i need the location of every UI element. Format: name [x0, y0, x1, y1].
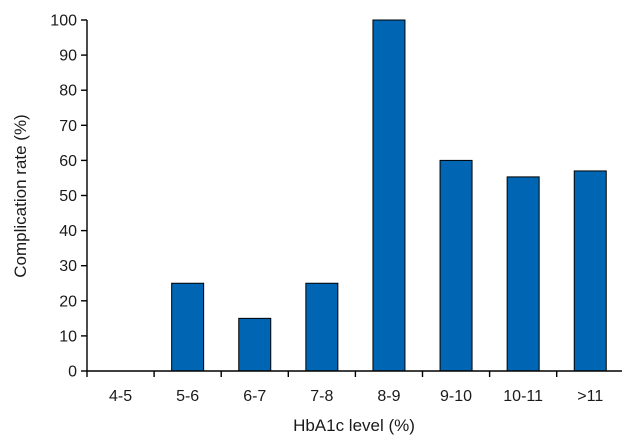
x-tick-label: 8-9	[377, 388, 400, 405]
y-tick-label: 100	[50, 13, 77, 30]
y-tick-label: 80	[59, 83, 77, 100]
x-tick-label: 6-7	[243, 388, 266, 405]
y-tick-label: 10	[59, 328, 77, 345]
bars-group	[171, 19, 607, 372]
y-tick-label: 90	[59, 48, 77, 65]
y-ticks-group: 0 10 20 30 40 50 60 70 80 90 100	[50, 13, 87, 381]
bar-6-7	[238, 317, 272, 372]
bar-8-9	[372, 19, 406, 372]
x-tick-label: 4-5	[109, 388, 132, 405]
y-tick-label: 60	[59, 153, 77, 170]
y-axis-title: Complication rate (%)	[11, 114, 30, 277]
x-tick-label: 5-6	[176, 388, 199, 405]
x-tick-label: 10-11	[503, 388, 543, 405]
x-tick-label: 9-10	[440, 388, 472, 405]
y-tick-label: 50	[59, 188, 77, 205]
x-ticks-group: 4-5 5-6 6-7 7-8 8-9 9-10 10-11 >11	[86, 371, 603, 405]
y-tick-label: 20	[59, 293, 77, 310]
x-tick-label: >11	[577, 388, 603, 405]
bar-5-6	[171, 282, 205, 372]
y-tick-label: 0	[68, 364, 77, 381]
bar-10-11	[506, 176, 540, 372]
y-tick-label: 40	[59, 223, 77, 240]
y-tick-label: 70	[59, 118, 77, 135]
x-tick-label: 7-8	[310, 388, 333, 405]
x-axis-title: HbA1c level (%)	[293, 416, 415, 435]
bar-9-10	[439, 159, 473, 372]
y-tick-label: 30	[59, 258, 77, 275]
bar-7-8	[305, 282, 339, 372]
bar-11	[573, 170, 607, 372]
